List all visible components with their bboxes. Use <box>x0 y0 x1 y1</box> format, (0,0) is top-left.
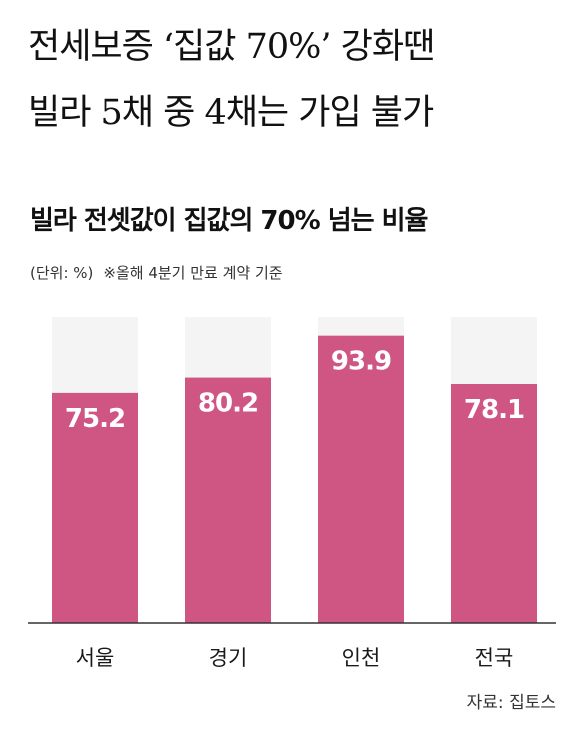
category-label-incheon: 인천 <box>342 646 381 670</box>
value-label-seoul: 75.2 <box>65 404 125 434</box>
bar-gyeonggi <box>185 377 271 623</box>
bar-seoul <box>52 392 138 623</box>
value-label-gyeonggi: 80.2 <box>198 389 258 419</box>
bar-incheon <box>318 335 404 623</box>
chart-title: 빌라 전셋값이 집값의 70% 넘는 비율 <box>30 206 428 236</box>
category-label-seoul: 서울 <box>76 646 115 670</box>
unit-label: (단위: %) <box>30 264 94 282</box>
bar-national <box>451 384 537 623</box>
source-note: 자료: 집토스 <box>466 693 556 713</box>
chart-subtitle: (단위: %) ※올해 4분기 만료 계약 기준 <box>30 262 283 283</box>
headline-line-1: 전세보증 ‘집값 70%’ 강화땐 <box>28 27 435 67</box>
bar-chart: 75.2 서울 80.2 경기 93.9 인천 78.1 전국 <box>28 317 556 670</box>
bars-group: 75.2 서울 80.2 경기 93.9 인천 78.1 전국 <box>28 317 556 670</box>
value-label-incheon: 93.9 <box>331 347 391 377</box>
basis-note: ※올해 4분기 만료 계약 기준 <box>103 264 283 282</box>
headline-line-2: 빌라 5채 중 4채는 가입 불가 <box>28 93 434 133</box>
value-label-national: 78.1 <box>464 395 524 425</box>
category-label-gyeonggi: 경기 <box>209 646 248 670</box>
category-label-national: 전국 <box>475 646 514 670</box>
headline: 전세보증 ‘집값 70%’ 강화땐 빌라 5채 중 4채는 가입 불가 <box>28 14 568 146</box>
